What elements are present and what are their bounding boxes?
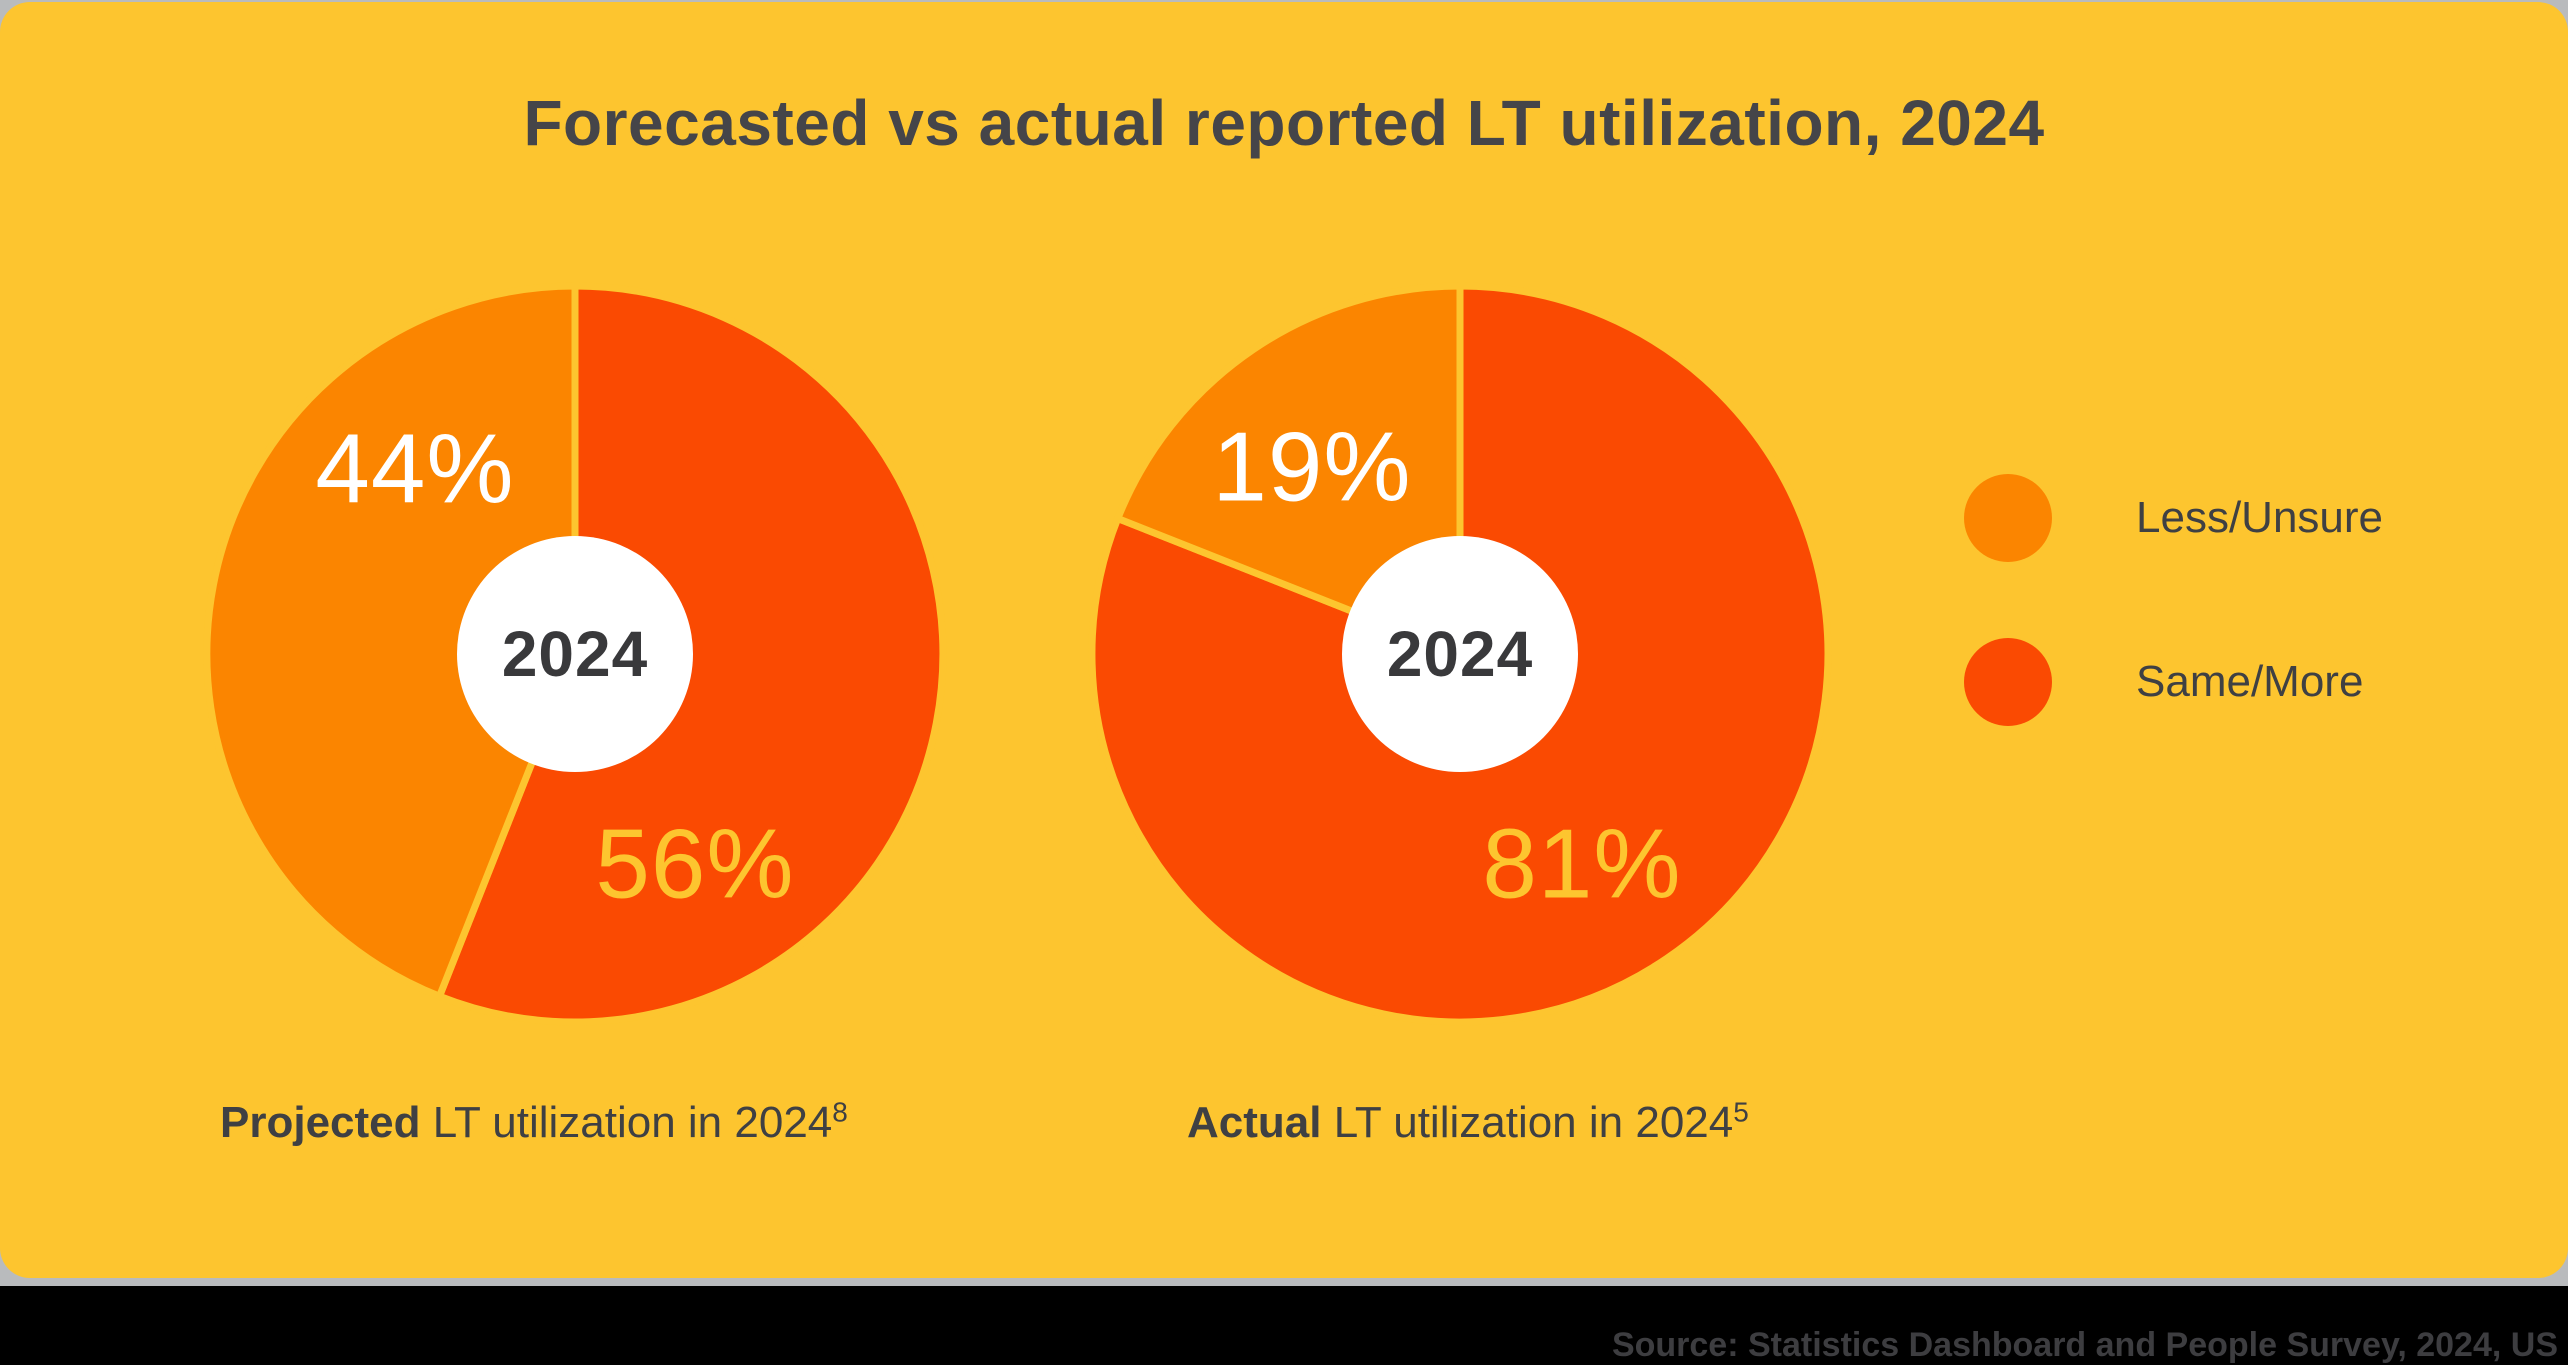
legend-item-less-unsure: Less/Unsure	[1964, 474, 2524, 562]
caption-projected-footnote: 8	[832, 1096, 848, 1128]
pie-projected-less-unsure-value: 44%	[315, 413, 515, 524]
footer-bar: Source: Statistics Dashboard and People …	[0, 1286, 2568, 1365]
pie-projected-less-unsure-slice	[203, 282, 579, 1001]
caption-actual-footnote: 5	[1733, 1096, 1749, 1128]
pie-actual	[1088, 282, 1832, 1026]
pie-actual-center-circle	[1342, 536, 1578, 772]
caption-actual-rest: LT utilization in 2024	[1321, 1098, 1734, 1147]
pie-projected	[203, 282, 947, 1026]
legend-item-same-more: Same/More	[1964, 638, 2524, 726]
caption-projected-rest: LT utilization in 2024	[420, 1098, 833, 1147]
source-text: Source: Statistics Dashboard and People …	[1611, 1326, 2558, 1364]
caption-actual-bold: Actual	[1187, 1098, 1322, 1147]
caption-actual: Actual LT utilization in 20245	[1187, 1098, 1749, 1148]
pie-projected-center-circle	[457, 536, 693, 772]
chart-card: Forecasted vs actual reported LT utiliza…	[0, 2, 2568, 1278]
caption-projected: Projected LT utilization in 20248	[220, 1098, 848, 1148]
pie-actual-less-unsure-value: 19%	[1212, 411, 1412, 522]
backdrop: Forecasted vs actual reported LT utiliza…	[0, 0, 2568, 1286]
legend-label-same-more: Same/More	[2136, 657, 2364, 706]
pie-actual-center-label: 2024	[1386, 618, 1534, 690]
pie-actual-less-unsure-slice	[1113, 282, 1464, 660]
legend-dot-less-unsure	[1964, 474, 2052, 562]
pie-actual-same-more-value: 81%	[1482, 808, 1682, 919]
pie-projected-center-label: 2024	[501, 618, 649, 690]
pie-projected-same-more-value: 56%	[595, 808, 795, 919]
legend: Less/Unsure Same/More	[1964, 474, 2524, 802]
legend-label-less-unsure: Less/Unsure	[2136, 493, 2384, 542]
chart-title: Forecasted vs actual reported LT utiliza…	[523, 87, 2045, 159]
caption-projected-bold: Projected	[220, 1098, 421, 1147]
legend-dot-same-more	[1964, 638, 2052, 726]
